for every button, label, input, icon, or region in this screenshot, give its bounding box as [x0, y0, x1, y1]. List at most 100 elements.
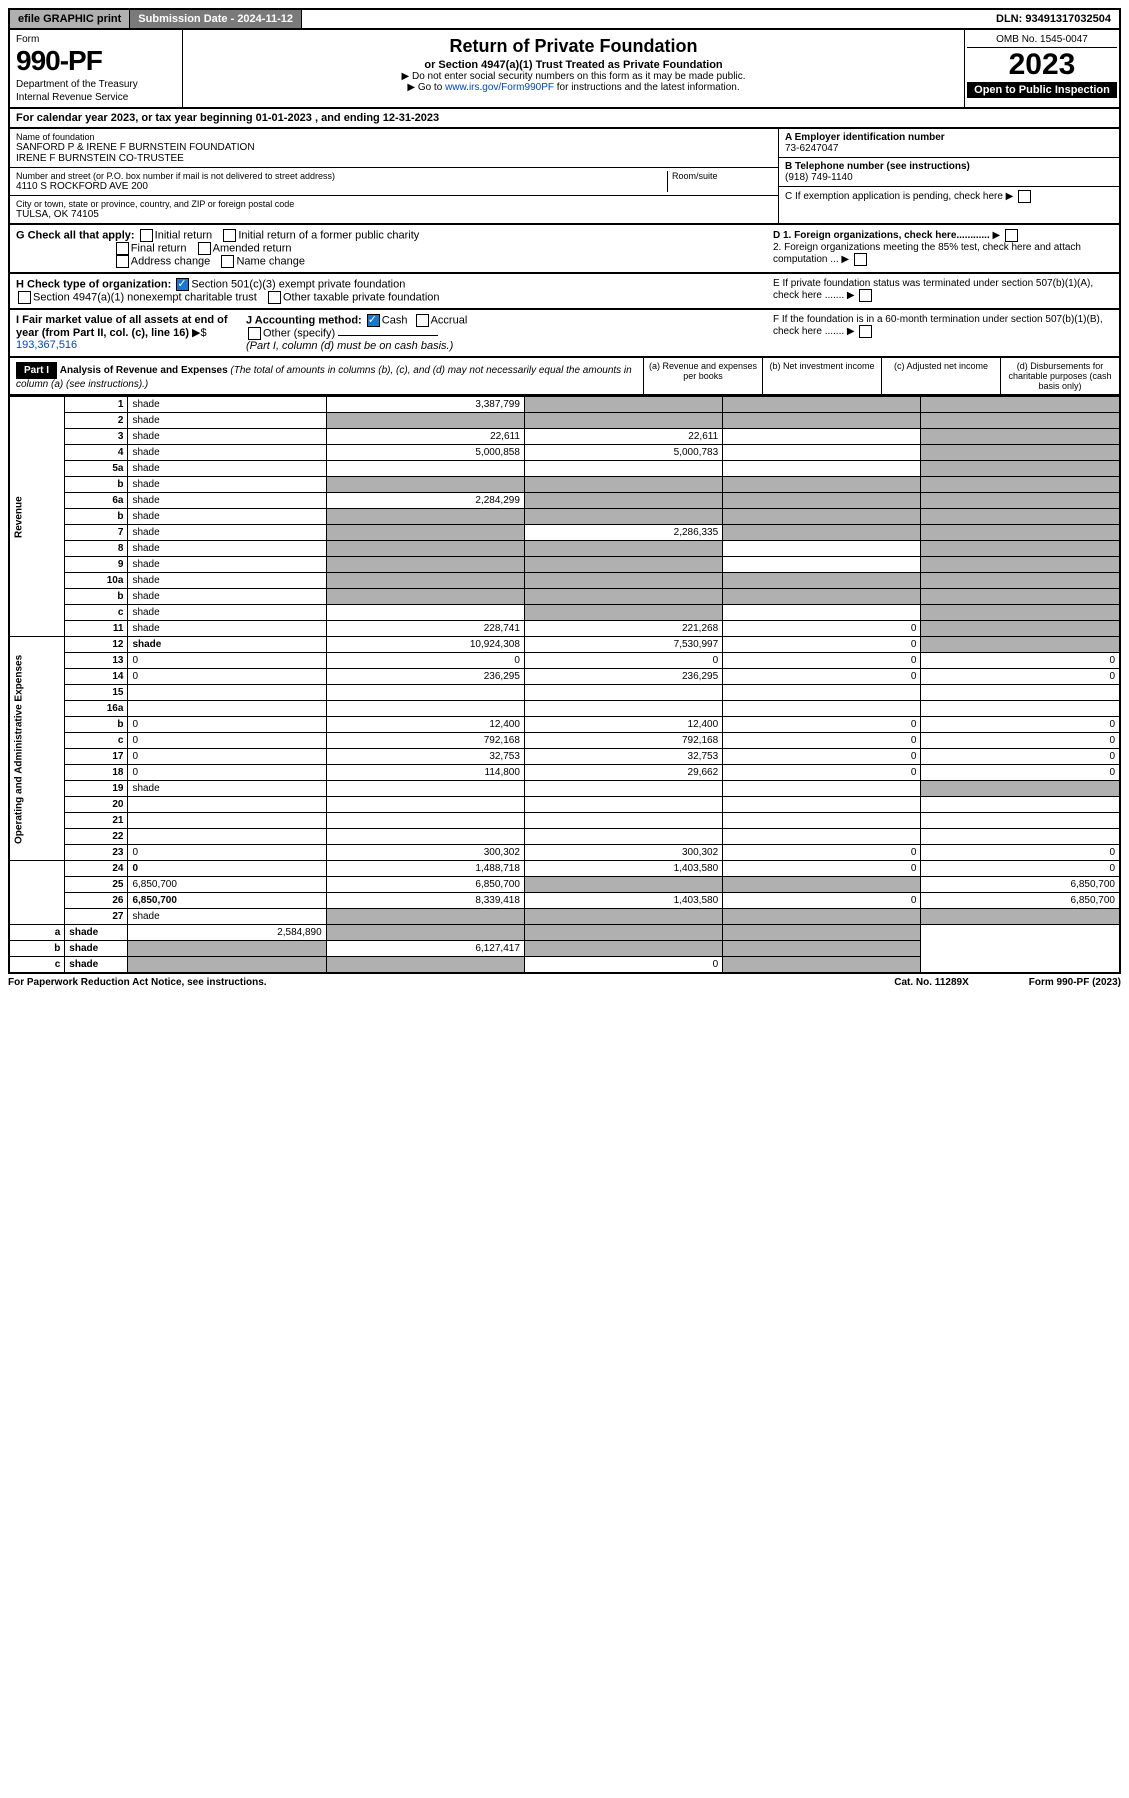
j-block: J Accounting method: Cash Accrual Other …	[246, 314, 467, 352]
h2-checkbox[interactable]	[18, 291, 31, 304]
cell-a	[326, 525, 524, 541]
tax-year: 2023	[967, 48, 1117, 82]
row-description: shade	[128, 445, 326, 461]
cell-d	[921, 573, 1120, 589]
cell-c	[723, 429, 921, 445]
ein-value: 73-6247047	[785, 143, 1113, 154]
h1-checkbox[interactable]	[176, 278, 189, 291]
cell-a	[326, 477, 524, 493]
cell-b: 0	[524, 653, 722, 669]
row-description: shade	[65, 957, 128, 974]
cell-b: 236,295	[524, 669, 722, 685]
row-number: 6a	[65, 493, 128, 509]
j-cash-checkbox[interactable]	[367, 314, 380, 327]
g-left: G Check all that apply: Initial return I…	[16, 229, 773, 268]
row-description: shade	[128, 541, 326, 557]
row-number: 26	[65, 893, 128, 909]
cell-b: 7,530,997	[524, 637, 722, 653]
row-number: 21	[65, 813, 128, 829]
name-label: Name of foundation	[16, 132, 772, 142]
row-description: shade	[128, 493, 326, 509]
cell-d	[921, 461, 1120, 477]
cell-a: 792,168	[326, 733, 524, 749]
h3-checkbox[interactable]	[268, 291, 281, 304]
row-description: 0	[128, 765, 326, 781]
foundation-name-2: IRENE F BURNSTEIN CO-TRUSTEE	[16, 153, 772, 164]
cell-c	[723, 877, 921, 893]
cell-a	[326, 909, 524, 925]
part1-desc: Part I Analysis of Revenue and Expenses …	[10, 358, 643, 394]
row-description: shade	[128, 781, 326, 797]
row-number: b	[65, 509, 128, 525]
footer-left: For Paperwork Reduction Act Notice, see …	[8, 977, 267, 988]
table-row: 17032,75332,75300	[9, 749, 1120, 765]
cell-b	[524, 461, 722, 477]
j-accrual-checkbox[interactable]	[416, 314, 429, 327]
cell-a: 12,400	[326, 717, 524, 733]
d1-text: D 1. Foreign organizations, check here..…	[773, 230, 990, 241]
g-initial-checkbox[interactable]	[140, 229, 153, 242]
g-amended-checkbox[interactable]	[198, 242, 211, 255]
cell-d: 6,850,700	[921, 893, 1120, 909]
g-row: G Check all that apply: Initial return I…	[8, 225, 1121, 274]
cell-d: 0	[921, 717, 1120, 733]
irs-link[interactable]: www.irs.gov/Form990PF	[445, 82, 554, 93]
row-description: shade	[65, 941, 128, 957]
cell-d	[921, 413, 1120, 429]
d2-checkbox[interactable]	[854, 253, 867, 266]
part1-label: Part I	[16, 362, 57, 379]
i-block: I Fair market value of all assets at end…	[16, 314, 246, 352]
row-number: 2	[65, 413, 128, 429]
row-description: shade	[128, 477, 326, 493]
cell-b	[524, 781, 722, 797]
ein-label: A Employer identification number	[785, 132, 1113, 143]
row-number: 11	[65, 621, 128, 637]
cell-a	[326, 557, 524, 573]
f-checkbox[interactable]	[859, 325, 872, 338]
room-label: Room/suite	[672, 171, 772, 181]
cell-c: 0	[524, 957, 722, 974]
city-label: City or town, state or province, country…	[16, 199, 772, 209]
note-link: ▶ Go to www.irs.gov/Form990PF for instru…	[193, 82, 954, 93]
cell-d	[921, 909, 1120, 925]
i-label: I Fair market value of all assets at end…	[16, 314, 228, 339]
row-description: shade	[128, 557, 326, 573]
row-description: shade	[128, 509, 326, 525]
cell-b: 221,268	[524, 621, 722, 637]
row-number: 1	[65, 397, 128, 413]
form-subtitle: or Section 4947(a)(1) Trust Treated as P…	[193, 59, 954, 71]
c-checkbox[interactable]	[1018, 190, 1031, 203]
d1-checkbox[interactable]	[1005, 229, 1018, 242]
cell-a: 236,295	[326, 669, 524, 685]
street-label: Number and street (or P.O. box number if…	[16, 171, 667, 181]
g-address-checkbox[interactable]	[116, 255, 129, 268]
row-description	[128, 701, 326, 717]
i-value[interactable]: 193,367,516	[16, 339, 77, 351]
row-number: 14	[65, 669, 128, 685]
cell-d	[921, 557, 1120, 573]
cell-b	[524, 493, 722, 509]
col-a-head: (a) Revenue and expenses per books	[643, 358, 762, 394]
table-row: b012,40012,40000	[9, 717, 1120, 733]
cell-d	[921, 829, 1120, 845]
row-number: 16a	[65, 701, 128, 717]
g-name-checkbox[interactable]	[221, 255, 234, 268]
cell-c	[723, 445, 921, 461]
cell-b	[326, 925, 524, 941]
table-row: 19shade	[9, 781, 1120, 797]
calendar-year: For calendar year 2023, or tax year begi…	[8, 109, 1121, 129]
street-cell: Number and street (or P.O. box number if…	[10, 168, 778, 196]
table-row: bshade6,127,417	[9, 941, 1120, 957]
j-other-checkbox[interactable]	[248, 327, 261, 340]
row-description: shade	[128, 413, 326, 429]
row-number: 27	[65, 909, 128, 925]
row-description: 0	[128, 733, 326, 749]
cell-d: 6,850,700	[921, 877, 1120, 893]
g-final-checkbox[interactable]	[116, 242, 129, 255]
cell-b: 12,400	[524, 717, 722, 733]
row-number: 20	[65, 797, 128, 813]
e-checkbox[interactable]	[859, 289, 872, 302]
header-right: OMB No. 1545-0047 2023 Open to Public In…	[964, 30, 1119, 107]
cell-b	[524, 797, 722, 813]
g-initial-former-checkbox[interactable]	[223, 229, 236, 242]
